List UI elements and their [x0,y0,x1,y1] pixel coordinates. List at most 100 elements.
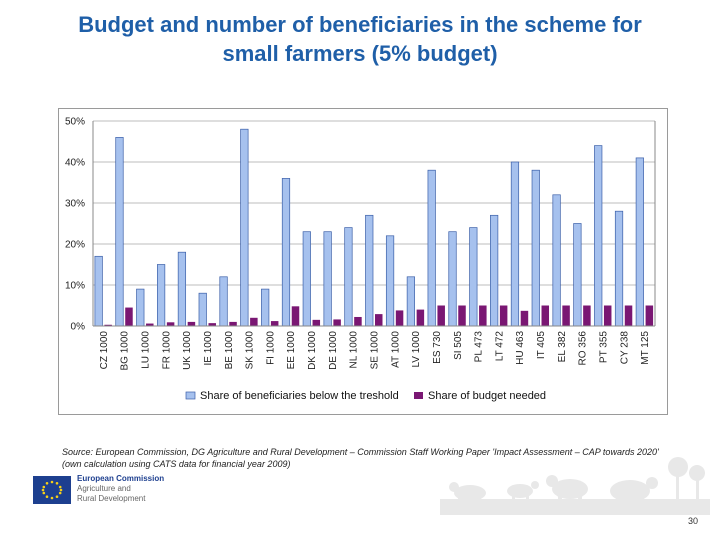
x-tick-label: PT 355 [598,331,609,363]
x-tick-label: CZ 1000 [99,331,110,370]
bar-beneficiaries [136,288,145,327]
x-tick-label: EL 382 [557,331,568,363]
y-tick-label: 10% [65,281,85,292]
x-tick-label: BG 1000 [120,331,131,371]
x-tick-label: AT 1000 [390,331,401,368]
bar-budget [375,314,383,326]
legend-label-beneficiaries: Share of beneficiaries below the treshol… [200,390,399,402]
y-tick-label: 50% [65,117,85,128]
page-number: 30 [687,516,698,526]
bar-beneficiaries [344,227,353,327]
bar-budget [416,309,425,326]
x-tick-label: SK 1000 [245,331,256,370]
y-tick-label: 20% [65,240,85,251]
bar-budget [541,305,550,326]
x-tick-label: NL 1000 [349,331,360,369]
bar-beneficiaries [281,178,291,327]
y-tick-label: 30% [65,199,85,210]
bar-beneficiaries [302,231,311,327]
bar-budget [312,319,321,326]
european-commission-logo: European Commission Agriculture and Rura… [33,474,183,508]
bar-budget [187,321,196,326]
x-tick-label: SE 1000 [370,331,381,370]
bar-beneficiaries [552,194,561,327]
bar-budget [104,324,112,326]
bar-budget [562,305,570,326]
x-tick-label: BE 1000 [224,331,235,370]
bar-budget [645,305,654,326]
bar-budget [479,305,487,326]
bar-budget [125,307,133,326]
bar-beneficiaries [427,169,436,327]
chart-frame: 0% 10% 20% 30% 40% 50% CZ 1000 BG 1000 LU 1000 FR… [58,108,668,415]
x-tick-label: CY 238 [619,331,630,365]
y-tick-label: 40% [65,158,85,169]
bar-chart: 0% 10% 20% 30% 40% 50% CZ 1000 BG 1000 LU 1000 FR… [65,117,656,402]
bar-budget [354,316,362,326]
legend-label-budget: Share of budget needed [428,390,546,402]
bar-beneficiaries [365,214,374,327]
bar-budget [270,321,279,326]
legend-swatch-beneficiaries [185,391,196,400]
bar-beneficiaries [490,214,499,327]
bar-beneficiaries [531,169,540,327]
bar-beneficiaries [115,137,124,327]
bar-beneficiaries [157,264,166,327]
x-tick-label: DK 1000 [307,331,318,370]
x-tick-label: MT 125 [640,331,651,365]
bar-budget [229,321,237,326]
bar-beneficiaries [261,288,270,327]
logo-line-3: Rural Development [77,494,146,503]
x-tick-label: RO 356 [578,331,589,366]
bar-budget [166,322,175,326]
bar-budget [603,305,612,326]
bar-budget [250,317,258,326]
bar-beneficiaries [510,161,520,327]
page-title: Budget and number of beneficiaries in th… [20,10,700,68]
bar-beneficiaries [573,223,582,327]
y-tick-label: 0% [71,322,86,333]
bar-budget [624,305,633,326]
bar-budget [395,310,404,326]
x-tick-label: LU 1000 [141,331,152,369]
bar-beneficiaries [406,276,415,327]
farm-animals-decoration [440,457,710,515]
bar-beneficiaries [385,235,395,327]
bar-beneficiaries [240,128,249,327]
x-tick-label: UK 1000 [182,331,193,370]
x-tick-label: IE 1000 [203,331,214,366]
bar-beneficiaries [94,255,103,327]
bar-budget [437,305,445,326]
title-line-1: Budget and number of beneficiaries in th… [78,12,642,37]
bar-beneficiaries [198,292,207,327]
x-tick-label: LV 1000 [411,331,422,368]
x-tick-label: SI 505 [453,331,464,360]
logo-line-2: Agriculture and [77,484,131,493]
x-tick-label: EE 1000 [286,331,297,370]
x-tick-label: FR 1000 [161,331,172,370]
bar-beneficiaries [177,251,187,327]
x-tick-label: IT 405 [536,331,547,360]
bar-budget [583,305,591,326]
bar-budget [458,305,466,326]
x-tick-label: HU 463 [515,331,526,365]
bar-budget [208,323,216,326]
eu-flag-icon [33,476,71,504]
source-note: Source: European Commission, DG Agricult… [62,446,702,470]
x-tick-label: DE 1000 [328,331,339,370]
logo-line-1: European Commission [77,474,165,483]
bar-budget [499,305,508,326]
bar-beneficiaries [594,145,603,327]
bar-beneficiaries [448,231,457,327]
legend-swatch-budget [414,392,423,399]
bar-beneficiaries [614,210,624,327]
x-tick-label: ES 730 [432,331,443,364]
source-line-2: (own calculation using CATS data for fin… [62,459,291,469]
bar-budget [146,323,154,326]
bar-beneficiaries [323,231,332,327]
x-tick-label: FI 1000 [265,331,276,365]
bar-budget [291,306,300,326]
bar-beneficiaries [469,227,478,327]
x-tick-label: LT 472 [494,331,505,362]
title-line-2: small farmers (5% budget) [222,41,498,66]
